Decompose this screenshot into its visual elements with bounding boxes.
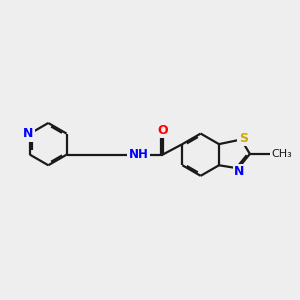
Text: CH₃: CH₃ [271, 149, 292, 159]
Text: N: N [23, 127, 34, 140]
Text: O: O [157, 124, 168, 136]
Text: S: S [239, 131, 248, 145]
Text: N: N [234, 165, 245, 178]
Text: NH: NH [128, 148, 148, 161]
